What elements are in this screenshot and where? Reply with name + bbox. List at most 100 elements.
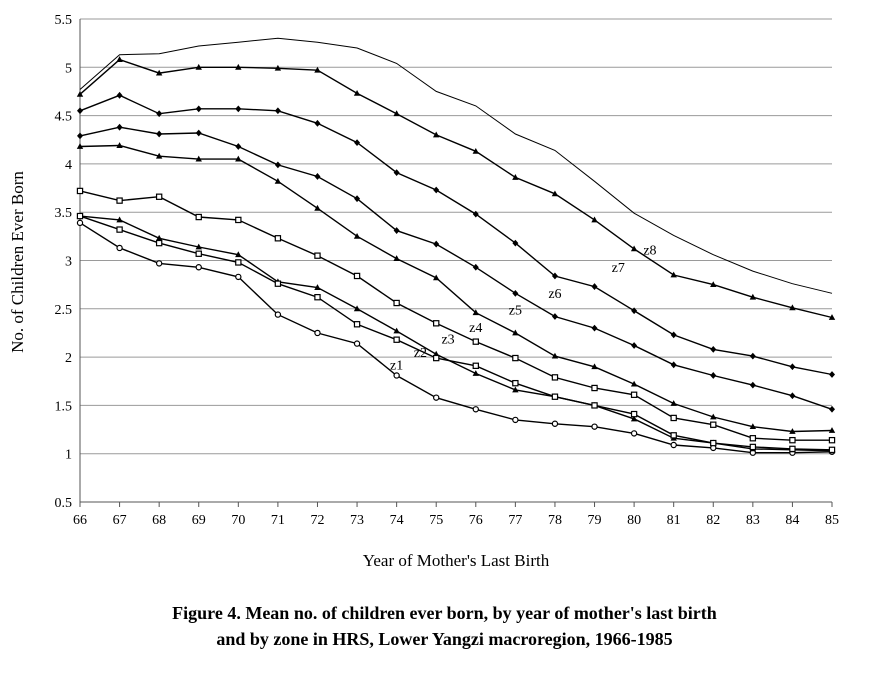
series-z2-point [116,216,123,223]
x-tick-label: 83 [746,513,760,528]
series-z1-point [116,244,123,252]
series-z3-point [274,280,282,287]
series-z3-point [591,402,598,409]
series-z6-point [512,289,519,297]
series-z3-point [749,443,757,451]
x-axis-ticks: 66 67 68 69 70 71 72 73 74 75 76 77 78 79 80 81 82 83 84 85 [73,502,839,528]
series-z3-point [195,250,202,257]
series-top-line [79,37,833,294]
series-z4-point [155,193,163,200]
y-axis-label: No. of Children Ever Born [8,171,27,353]
series-z1-point [195,264,202,271]
series-z3-point [116,226,123,233]
series-z6-point [195,129,202,137]
series-z2-label: z2 [414,346,427,361]
series-z6-point [393,227,400,234]
x-axis-label: Year of Mother's Last Birth [363,551,550,570]
series-z3-point [393,336,400,343]
series-z7-point [512,239,519,247]
series-z4-point [274,235,282,242]
series-z5-point [155,152,163,159]
series-z1-point [433,394,440,401]
series-z6-point [829,405,835,413]
series-z5-point [353,232,361,239]
series-z7-point [551,272,558,280]
series-z8-point [155,69,163,76]
series-z5-point [828,427,836,433]
series-z3-point [353,321,361,328]
series-z7-line [79,94,833,376]
x-tick-label: 72 [310,513,324,528]
x-tick-label: 85 [825,513,839,528]
series-z6-point [749,381,756,389]
y-tick-label: 1.5 [55,399,73,414]
series-z7-point [710,345,717,353]
series-z2-point [353,305,361,312]
series-z2-point [393,327,400,334]
series-z6-point [433,240,440,248]
caption-line-1: Figure 4. Mean no. of children ever born… [172,603,717,623]
series-z8-point [670,271,677,278]
series-z8-point [591,216,598,223]
series-z7-point [235,105,242,113]
series-z5-point [472,309,479,316]
series-z2-point [195,243,202,250]
x-tick-label: 73 [350,513,364,528]
series-z7-point [274,107,281,115]
series-z7-label: z7 [612,261,625,276]
series-z3-point [710,439,717,447]
series-z6-point [274,161,281,169]
series-z1-point [155,260,163,267]
series-z7-point [472,210,479,218]
x-tick-label: 67 [113,513,127,528]
series-z4-point [551,374,559,381]
x-tick-label: 70 [231,513,245,528]
series-z7-point [749,352,756,360]
fertility-line-chart: 0.5 1 1.5 2 2.5 3 3.5 4 4.5 5 5.5 66 67 68 69 70 71 72 73… [8,13,839,570]
series-z4-point [353,272,361,280]
series-z8-point [235,63,242,70]
series-z3-point [155,239,163,247]
series-z8-point [749,293,757,300]
series-lines [79,37,833,454]
y-tick-label: 5 [65,61,72,76]
series-z4-line [79,190,832,441]
x-tick-label: 84 [785,513,799,528]
y-tick-label: 3 [65,255,72,270]
x-tick-label: 71 [271,513,285,528]
series-z4-point [116,197,123,204]
x-tick-label: 82 [706,513,720,528]
series-z7-point [433,186,440,194]
series-z3-point [512,379,519,387]
series-z6-line [79,126,833,410]
series-z5-point [749,423,757,430]
series-z8-point [116,56,123,62]
series-z6-point [77,132,83,140]
series-z5-point [551,352,559,359]
series-z5-point [274,177,282,184]
series-z8-point [195,63,202,70]
series-z7-point [116,91,123,99]
series-z5-point [630,380,638,387]
x-tick-label: 76 [469,513,483,528]
series-z5-point [670,400,677,406]
series-z4-label: z4 [469,321,482,336]
series-z7-point [591,283,598,290]
series-z8-point [314,66,321,73]
series-z2-point [235,251,242,258]
series-markers [76,56,836,456]
series-z4-point [670,414,677,422]
series-z6-point [116,123,123,131]
series-z6-point [235,143,242,150]
x-tick-label: 69 [192,513,206,528]
series-z4-point [235,216,242,224]
series-z4-point [433,320,440,327]
x-tick-label: 78 [548,513,562,528]
series-z5-point [433,274,440,281]
series-z1-label: z1 [390,359,403,374]
series-z7-point [314,119,321,127]
series-z2-point [314,284,321,290]
series-z1-point [314,329,321,337]
series-z2-point [155,234,163,241]
series-z4-point [591,384,598,392]
